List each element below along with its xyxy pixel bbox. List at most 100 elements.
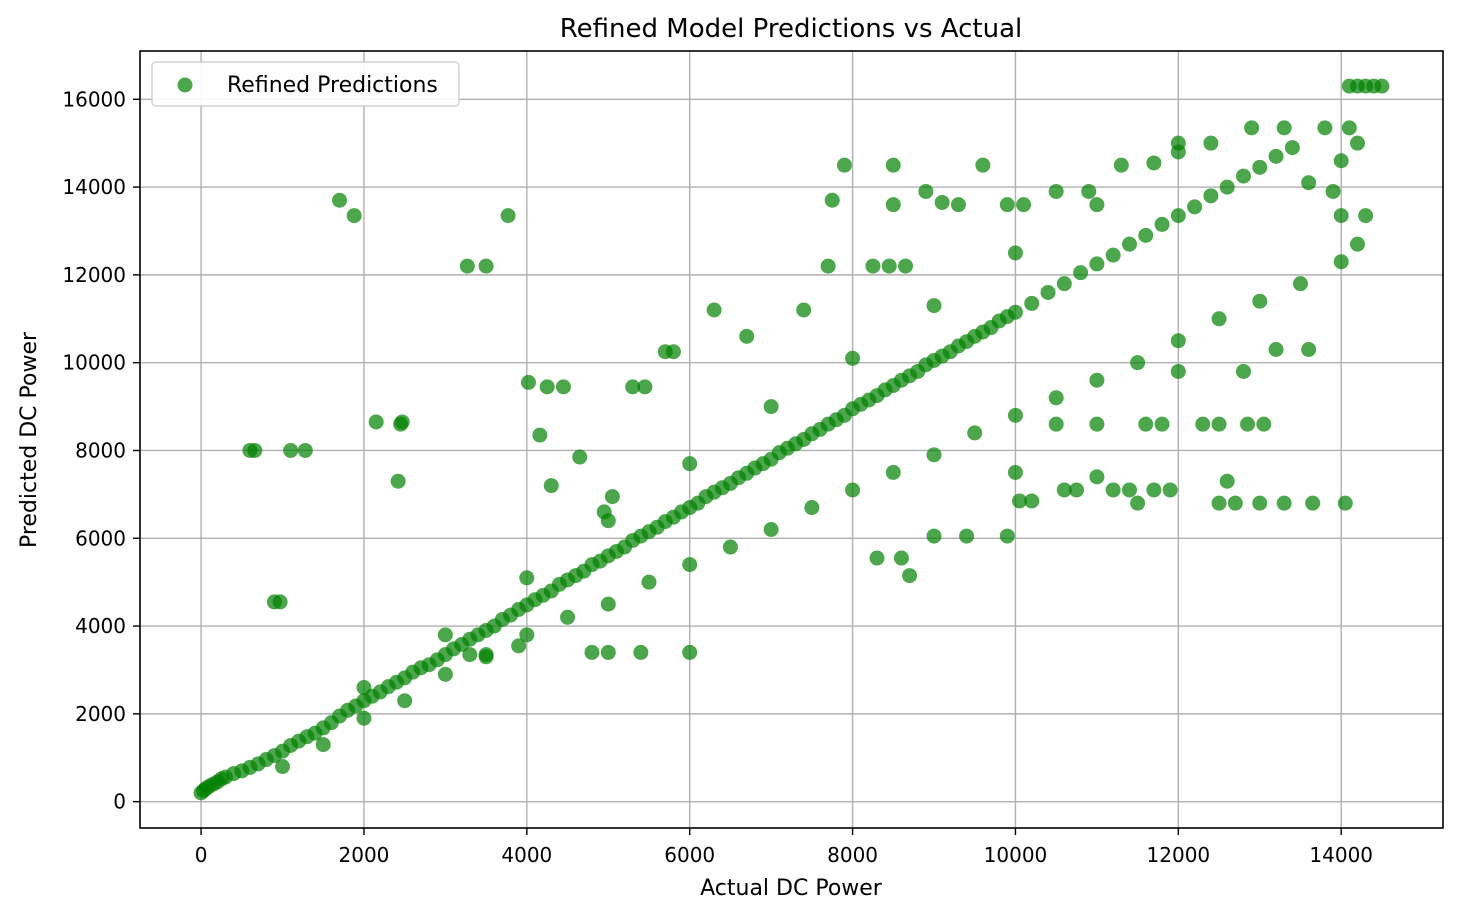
data-point [315,737,331,753]
legend-box [151,61,460,107]
data-point [836,157,852,173]
data-point [926,447,942,463]
data-point [1130,355,1146,371]
data-point [1007,407,1023,423]
x-axis-label: Actual DC Power [700,876,883,901]
data-point [1219,179,1235,195]
data-point [898,258,914,274]
data-point [1073,265,1089,281]
data-point [297,442,313,458]
legend-label: Refined Predictions [227,73,438,98]
data-point [1195,416,1211,432]
data-point [604,489,620,505]
y-tick-label: 6000 [75,526,126,550]
x-tick-label: 6000 [664,843,715,867]
data-point [1211,311,1227,327]
data-point [1317,120,1333,136]
legend: Refined Predictions [151,61,460,107]
data-point [1252,495,1268,511]
data-point [885,464,901,480]
data-point [820,258,836,274]
data-point [478,258,494,274]
data-point [763,399,779,415]
data-point [1016,197,1032,213]
data-point [1333,208,1349,224]
y-tick-label: 2000 [75,702,126,726]
data-point [1012,493,1028,509]
data-point [1219,473,1235,489]
ticks-layer: 0 2000 4000 6000 8000 10000 12000 14000 0 2000 400… [62,87,1373,867]
x-tick-label: 2000 [339,843,390,867]
data-point [893,550,909,566]
data-point [1105,482,1121,498]
data-point [1048,390,1064,406]
data-point [682,456,698,472]
data-point [1007,464,1023,480]
data-point [1301,342,1317,358]
data-point [1235,363,1251,379]
data-point [1069,482,1085,498]
data-point [1301,175,1317,191]
data-point [1089,256,1105,272]
data-point [934,194,950,210]
y-tick-label: 0 [113,790,126,814]
data-point [1105,247,1121,263]
data-point [1187,199,1203,215]
data-point [584,644,600,660]
data-point [824,192,840,208]
data-point [519,570,535,586]
data-point [926,298,942,314]
data-point [1024,493,1040,509]
data-point [1333,153,1349,169]
data-point [1227,495,1243,511]
data-point [641,574,657,590]
data-point [739,328,755,344]
data-point [1007,245,1023,261]
data-point [437,627,453,643]
data-point [272,594,288,610]
data-point [1268,342,1284,358]
data-point [1146,482,1162,498]
data-point [881,258,897,274]
data-point [999,528,1015,544]
data-point [1211,495,1227,511]
data-point [1089,416,1105,432]
data-point [1138,416,1154,432]
y-tick-label: 4000 [75,614,126,638]
data-point [1374,78,1390,94]
data-point [356,680,372,696]
data-point [478,647,494,663]
data-point [1170,135,1186,151]
data-point [902,568,918,584]
data-point [1170,363,1186,379]
data-point [555,379,571,395]
data-point [1240,416,1256,432]
data-point [950,197,966,213]
data-point [633,644,649,660]
y-tick-label: 10000 [62,351,126,375]
data-point [1305,495,1321,511]
data-point [560,609,576,625]
data-point [1333,254,1349,270]
data-point [682,644,698,660]
data-point [1130,495,1146,511]
data-point [885,197,901,213]
data-point [1048,416,1064,432]
x-tick-label: 8000 [827,843,878,867]
data-point [539,379,555,395]
data-point [1268,148,1284,164]
data-point [543,478,559,494]
data-point [845,350,861,366]
data-point [1170,333,1186,349]
y-tick-label: 8000 [75,438,126,462]
data-point [999,197,1015,213]
y-tick-label: 14000 [62,175,126,199]
data-point [975,157,991,173]
data-point [865,258,881,274]
points-layer [193,78,1390,801]
data-point [1211,416,1227,432]
data-point [796,302,812,318]
data-point [459,258,475,274]
data-point [959,528,975,544]
data-point [1121,236,1137,252]
